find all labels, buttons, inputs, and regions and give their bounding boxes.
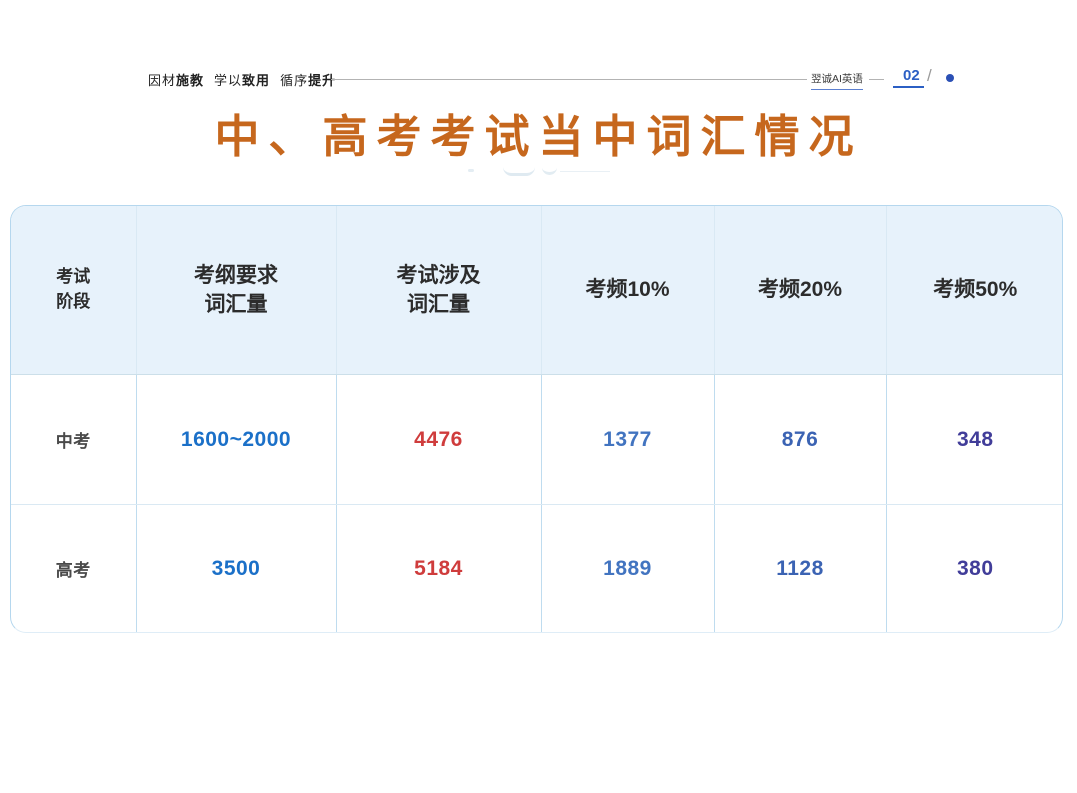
title-residue-marks bbox=[0, 165, 1077, 177]
slogan: 因材施教 学以致用 循序提升 bbox=[148, 70, 336, 89]
page-number: 02 bbox=[893, 67, 924, 88]
brand-dash-line bbox=[869, 79, 884, 80]
table-row: 中考 1600~2000 4476 1377 876 348 bbox=[11, 374, 1062, 505]
table-row: 高考 3500 5184 1889 1128 380 bbox=[11, 504, 1062, 632]
table-header-row: 考试 阶段 考纲要求 词汇量 考试涉及 词汇量 考频10% 考频20% 考频50% bbox=[11, 206, 1062, 375]
slogan-part: 因材 bbox=[148, 73, 177, 88]
cell-required: 1600~2000 bbox=[136, 374, 337, 505]
slogan-part: 学以 bbox=[214, 73, 243, 88]
slogan-part: 提升 bbox=[308, 73, 337, 88]
page-title: 中、高考考试当中词汇情况 bbox=[214, 111, 863, 162]
slogan-part: 致用 bbox=[242, 73, 271, 88]
header-freq-50: 考频50% bbox=[886, 206, 1062, 375]
cell-covered: 4476 bbox=[336, 374, 542, 505]
vocab-table-container: 考试 阶段 考纲要求 词汇量 考试涉及 词汇量 考频10% 考频20% 考频50% 中… bbox=[10, 205, 1063, 633]
cell-covered: 5184 bbox=[336, 504, 542, 632]
header-dot-icon bbox=[946, 74, 954, 82]
header-required-vocab: 考纲要求 词汇量 bbox=[136, 206, 337, 375]
header-exam-stage: 考试 阶段 bbox=[11, 206, 137, 375]
header-freq-10: 考频10% bbox=[541, 206, 715, 375]
brand-name: 翌诚AI英语 bbox=[811, 71, 863, 90]
slogan-part: 施教 bbox=[176, 73, 205, 88]
header-divider-line bbox=[331, 79, 807, 80]
cell-freq10: 1377 bbox=[541, 374, 715, 505]
cell-required: 3500 bbox=[136, 504, 337, 632]
page-number-slash: / bbox=[927, 66, 932, 85]
header-covered-vocab: 考试涉及 词汇量 bbox=[336, 206, 542, 375]
cell-freq20: 876 bbox=[714, 374, 887, 505]
cell-freq50: 380 bbox=[956, 556, 994, 580]
header-freq-20: 考频20% bbox=[714, 206, 887, 375]
cell-freq20: 1128 bbox=[714, 504, 887, 632]
cell-stage: 高考 bbox=[11, 504, 137, 632]
cell-freq50: 348 bbox=[886, 374, 1062, 505]
vocab-table: 考试 阶段 考纲要求 词汇量 考试涉及 词汇量 考频10% 考频20% 考频50% 中… bbox=[11, 206, 1062, 632]
cell-stage: 中考 bbox=[11, 374, 137, 505]
slogan-part: 循序 bbox=[280, 73, 309, 88]
cell-freq10: 1889 bbox=[541, 504, 715, 632]
